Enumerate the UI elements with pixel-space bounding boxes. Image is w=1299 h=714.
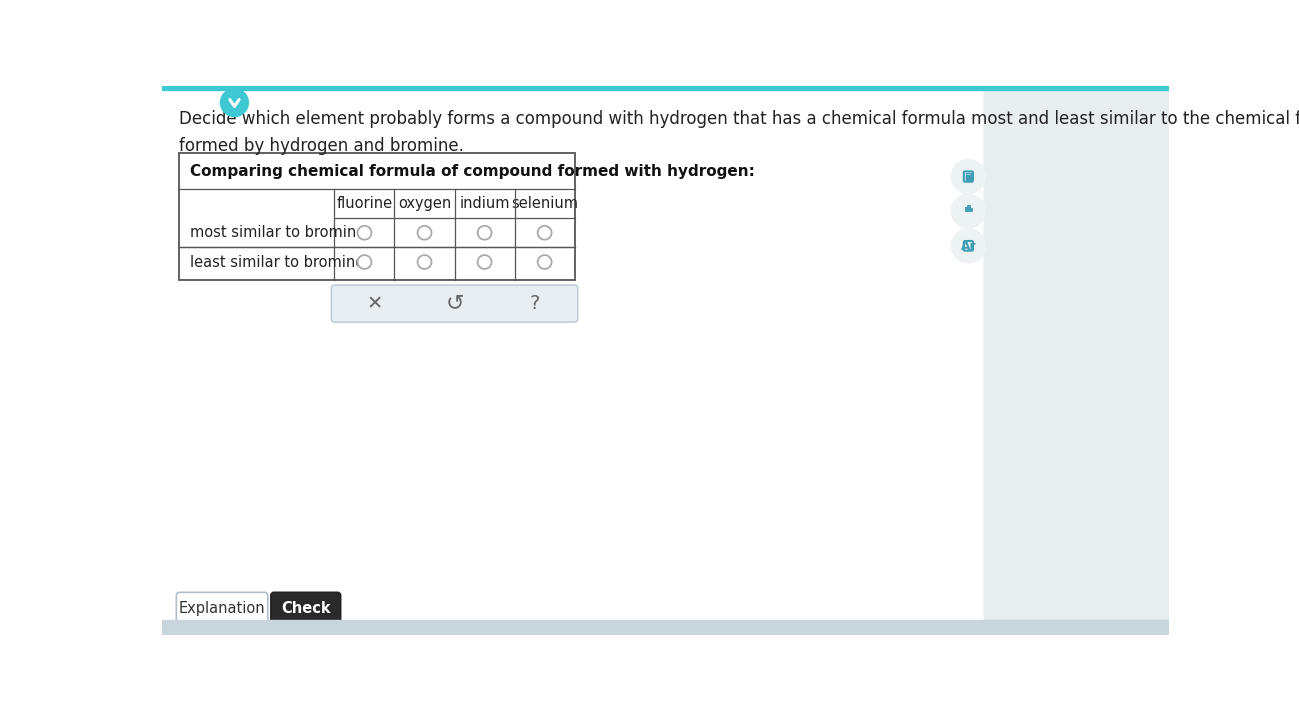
Text: ?: ?	[530, 294, 540, 313]
FancyBboxPatch shape	[179, 154, 574, 281]
Circle shape	[538, 226, 552, 240]
Text: most similar to bromine: most similar to bromine	[190, 225, 365, 240]
Text: Explanation: Explanation	[179, 601, 265, 616]
Text: indium: indium	[460, 196, 509, 211]
Circle shape	[951, 194, 986, 228]
Bar	[162, 86, 1169, 89]
Circle shape	[478, 255, 491, 269]
Text: fluorine: fluorine	[336, 196, 392, 211]
Text: Comparing chemical formula of compound formed with hydrogen:: Comparing chemical formula of compound f…	[190, 164, 755, 179]
Bar	[970, 209, 972, 211]
Circle shape	[951, 229, 986, 263]
Bar	[966, 174, 970, 175]
FancyBboxPatch shape	[271, 593, 340, 625]
Circle shape	[357, 255, 372, 269]
Text: Check: Check	[281, 601, 330, 616]
Bar	[983, 86, 1169, 635]
Bar	[968, 206, 970, 211]
Circle shape	[221, 89, 248, 116]
Bar	[966, 208, 968, 211]
FancyBboxPatch shape	[177, 593, 268, 625]
FancyBboxPatch shape	[331, 285, 578, 322]
Circle shape	[417, 226, 431, 240]
Circle shape	[538, 255, 552, 269]
Bar	[162, 620, 1169, 635]
Text: ✕: ✕	[366, 294, 383, 313]
Text: Ar: Ar	[960, 240, 976, 253]
Circle shape	[478, 226, 491, 240]
Bar	[983, 86, 1169, 635]
Text: oxygen: oxygen	[397, 196, 451, 211]
Text: least similar to bromine: least similar to bromine	[190, 254, 365, 269]
Text: selenium: selenium	[511, 196, 578, 211]
Circle shape	[951, 160, 986, 193]
Text: ↺: ↺	[446, 293, 464, 313]
Text: Decide which element probably forms a compound with hydrogen that has a chemical: Decide which element probably forms a co…	[179, 111, 1299, 155]
Circle shape	[357, 226, 372, 240]
Circle shape	[417, 255, 431, 269]
